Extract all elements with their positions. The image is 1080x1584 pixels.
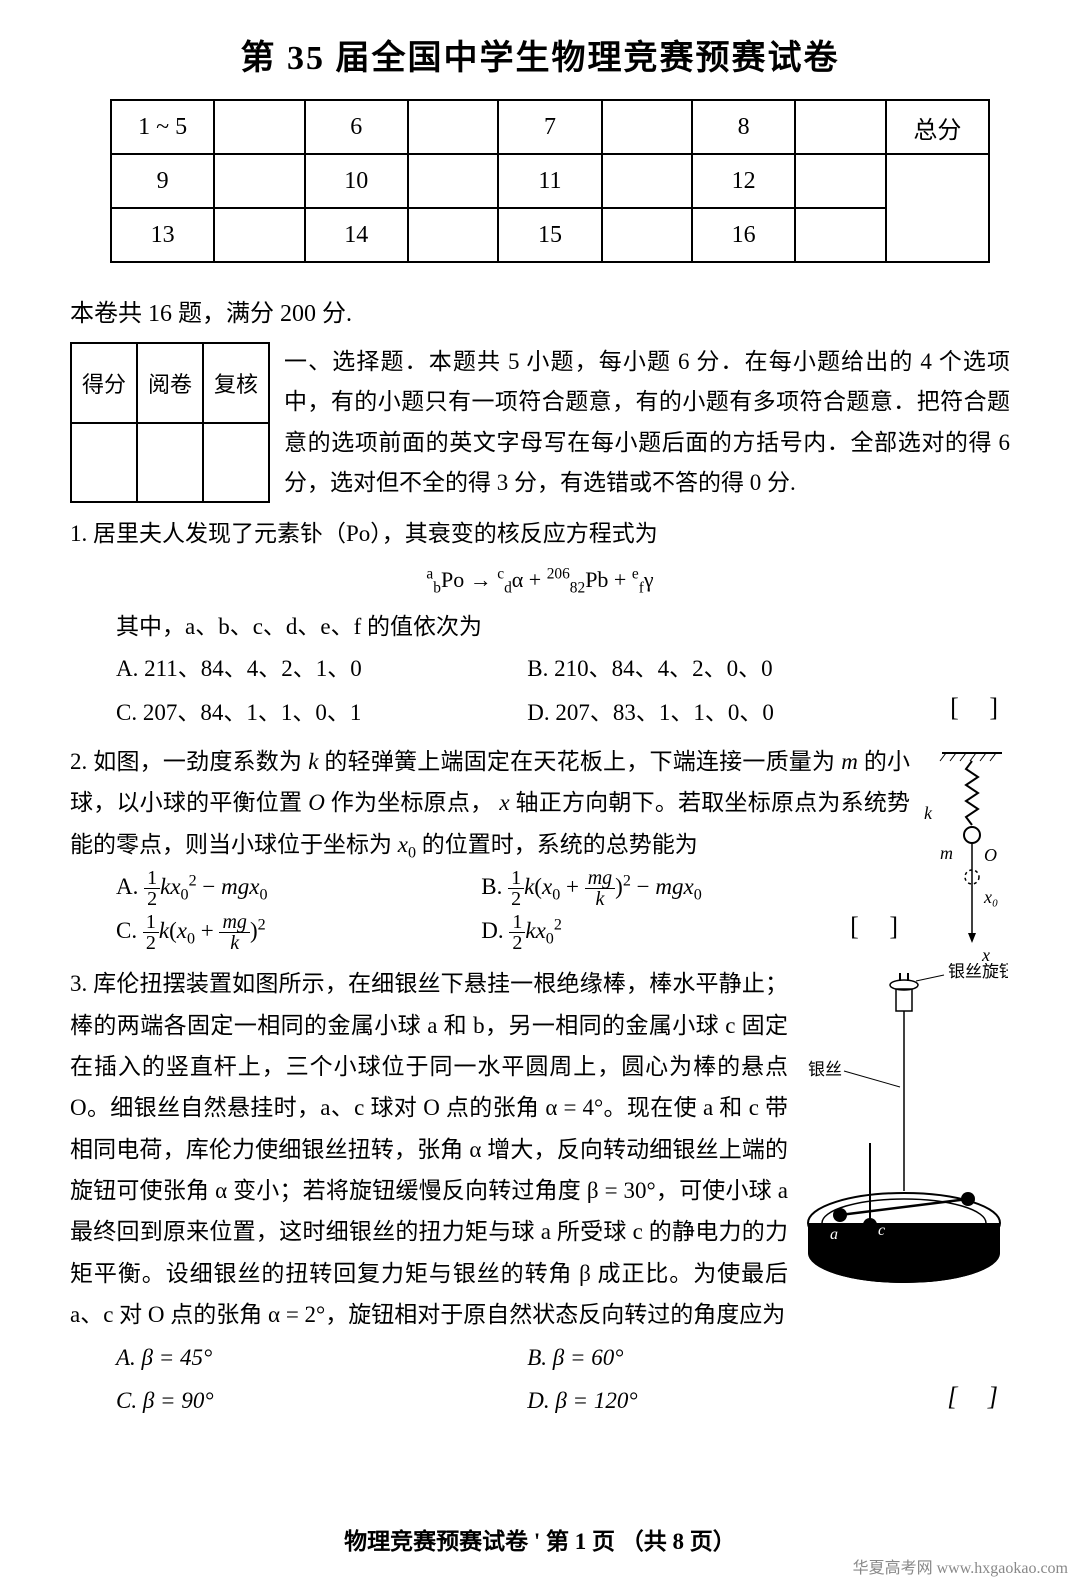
score-cell [408, 100, 499, 154]
small-score-cell [71, 423, 137, 503]
small-score-th: 复核 [203, 343, 269, 423]
score-cell [795, 208, 886, 262]
score-cell [795, 154, 886, 208]
q1-formula: abPo → cdα + 20682Pb + efγ [70, 560, 1010, 600]
q1-options: A. 211、84、4、2、1、0 B. 210、84、4、2、0、0 C. 2… [70, 647, 1010, 734]
answer-bracket: [ ] [950, 683, 1010, 732]
q1-opt-b: B. 210、84、4、2、0、0 [527, 647, 938, 691]
score-cell: 13 [111, 208, 214, 262]
score-cell: 8 [692, 100, 795, 154]
score-row: 1 ~ 5 6 7 8 总分 [111, 100, 989, 154]
q2-diagram: k m O x₀ x [920, 741, 1010, 957]
q3-diagram: 银丝旋钮 银丝 [800, 963, 1010, 1336]
small-score-table: 得分 阅卷 复核 [70, 342, 270, 503]
q2-number: 2. [70, 749, 87, 774]
q1-opt-a: A. 211、84、4、2、1、0 [116, 647, 527, 691]
diagram-label-wire: 银丝 [808, 1060, 842, 1079]
q2-stem: 2. 如图，一劲度系数为 k 的轻弹簧上端固定在天花板上，下端连接一质量为 m … [70, 741, 910, 865]
diagram-label-x0: x₀ [984, 881, 998, 913]
score-cell [408, 208, 499, 262]
q2-opt-c: C. 12k(x0 + mgk)2 [116, 909, 481, 953]
question-2: 2. 如图，一劲度系数为 k 的轻弹簧上端固定在天花板上，下端连接一质量为 m … [70, 741, 1010, 957]
q3-opt-c: C. β = 90° [116, 1379, 527, 1423]
small-score-cell [203, 423, 269, 503]
diagram-label-knob: 银丝旋钮 [948, 963, 1008, 981]
score-cell: 总分 [886, 100, 989, 154]
q1-number: 1. [70, 521, 87, 546]
q2-options: A. 12kx02 − mgx0 B. 12k(x0 + mgk)2 − mgx… [70, 865, 910, 953]
score-cell: 6 [305, 100, 408, 154]
diagram-label-a: a [830, 1226, 838, 1243]
score-cell-total [886, 154, 989, 262]
score-cell: 1 ~ 5 [111, 100, 214, 154]
section1-block: 得分 阅卷 复核 一、选择题．本题共 5 小题，每小题 6 分．在每小题给出的 … [70, 342, 1010, 503]
q3-opt-d: D. β = 120° [527, 1379, 938, 1423]
score-cell [795, 100, 886, 154]
diagram-label-O: O [984, 839, 997, 871]
score-cell: 10 [305, 154, 408, 208]
score-table: 1 ~ 5 6 7 8 总分 9 10 11 12 13 14 15 [110, 99, 990, 263]
q1-stem-text: 居里夫人发现了元素钋（Po），其衰变的核反应方程式为 [93, 521, 658, 546]
small-score-cell [137, 423, 203, 503]
score-cell: 16 [692, 208, 795, 262]
torsion-balance-icon: 银丝旋钮 银丝 [800, 963, 1008, 1283]
score-cell [214, 100, 305, 154]
diagram-label-c: c [878, 1222, 885, 1239]
score-row: 13 14 15 16 [111, 208, 989, 262]
score-cell [214, 208, 305, 262]
question-1: 1. 居里夫人发现了元素钋（Po），其衰变的核反应方程式为 abPo → cdα… [70, 513, 1010, 735]
q2-opt-d: D. 12kx02 [481, 909, 846, 953]
q1-opt-d: D. 207、83、1、1、0、0 [527, 691, 938, 735]
q2-opt-b: B. 12k(x0 + mgk)2 − mgx0 [481, 865, 846, 909]
total-instruction: 本卷共 16 题，满分 200 分. [70, 293, 1010, 328]
score-cell [602, 154, 693, 208]
score-cell: 15 [498, 208, 601, 262]
score-cell [408, 154, 499, 208]
q3-opt-b: B. β = 60° [527, 1336, 938, 1380]
watermark: 华夏高考网 www.hxgaokao.com [853, 1554, 1068, 1578]
answer-bracket: [ ] [850, 902, 910, 951]
section1-text: 一、选择题．本题共 5 小题，每小题 6 分．在每小题给出的 4 个选项中，有的… [284, 342, 1010, 503]
question-3: 3. 库伦扭摆装置如图所示，在细银丝下悬挂一根绝缘棒，棒水平静止；棒的两端各固定… [70, 963, 1010, 1423]
page: 第 35 届全国中学生物理竞赛预赛试卷 1 ~ 5 6 7 8 总分 9 10 … [0, 0, 1080, 1584]
page-title: 第 35 届全国中学生物理竞赛预赛试卷 [70, 30, 1010, 79]
score-cell [214, 154, 305, 208]
score-cell: 11 [498, 154, 601, 208]
q3-stem: 3. 库伦扭摆装置如图所示，在细银丝下悬挂一根绝缘棒，棒水平静止；棒的两端各固定… [70, 963, 788, 1336]
q1-opt-c: C. 207、84、1、1、0、1 [116, 691, 527, 735]
score-cell: 12 [692, 154, 795, 208]
q3-stem-text: 库伦扭摆装置如图所示，在细银丝下悬挂一根绝缘棒，棒水平静止；棒的两端各固定一相同… [70, 971, 788, 1327]
score-cell: 14 [305, 208, 408, 262]
page-footer: 物理竞赛预赛试卷 ' 第 1 页 （共 8 页） [0, 1522, 1080, 1556]
q1-stem: 1. 居里夫人发现了元素钋（Po），其衰变的核反应方程式为 [70, 513, 1010, 554]
q3-opt-a: A. β = 45° [116, 1336, 527, 1380]
q2-opt-a: A. 12kx02 − mgx0 [116, 865, 481, 909]
score-cell [602, 208, 693, 262]
q3-options: A. β = 45° B. β = 60° C. β = 90° D. β = … [70, 1336, 1010, 1423]
score-cell: 9 [111, 154, 214, 208]
score-cell: 7 [498, 100, 601, 154]
score-cell [602, 100, 693, 154]
score-row: 9 10 11 12 [111, 154, 989, 208]
diagram-label-k: k [924, 797, 932, 829]
small-score-th: 得分 [71, 343, 137, 423]
q1-sub: 其中，a、b、c、d、e、f 的值依次为 [70, 606, 1010, 647]
q3-number: 3. [70, 971, 87, 996]
answer-bracket: [ ] [947, 1372, 1010, 1421]
small-score-th: 阅卷 [137, 343, 203, 423]
diagram-label-m: m [940, 837, 953, 869]
